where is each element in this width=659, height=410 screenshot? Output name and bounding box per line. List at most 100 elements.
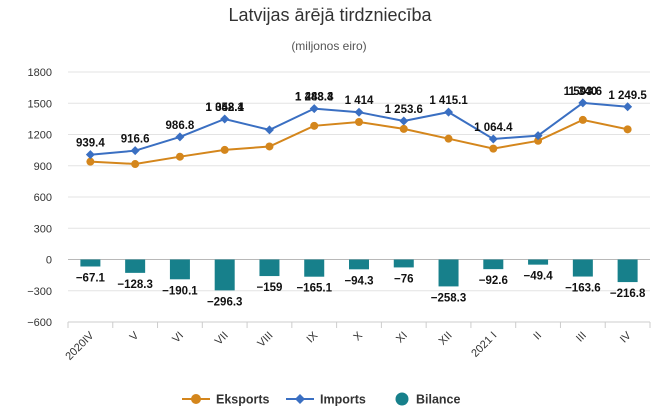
bilance-bar — [304, 259, 325, 277]
imports-label: 1 414 — [345, 95, 374, 107]
eksports-label: 986.8 — [166, 120, 195, 132]
y-tick-label: −300 — [27, 286, 52, 298]
x-tick-label: VI — [170, 330, 186, 346]
eksports-point — [131, 160, 140, 169]
imports-label: 1 448.4 — [295, 92, 334, 104]
y-tick-label: 600 — [34, 192, 52, 204]
eksports-point — [310, 121, 319, 130]
eksports-point — [623, 125, 632, 134]
x-tick-label: III — [574, 330, 589, 345]
imports-point — [85, 150, 95, 160]
bilance-label: −258.3 — [431, 292, 467, 304]
imports-point — [533, 131, 543, 141]
y-tick-label: −600 — [27, 317, 52, 329]
bilance-bar — [214, 259, 235, 291]
eksports-label: 1 249.5 — [608, 90, 647, 102]
eksports-point — [578, 115, 587, 124]
y-tick-label: 300 — [34, 223, 52, 235]
x-tick-label: VIII — [255, 330, 275, 350]
y-tick-label: 1200 — [28, 130, 52, 142]
x-tick-label: V — [128, 329, 142, 343]
chart-title: Latvijas ārējā tirdzniecība — [228, 5, 432, 25]
imports-point — [444, 107, 454, 117]
x-tick-label: 2020IV — [63, 329, 97, 363]
legend[interactable]: Eksports Imports Bilance — [182, 392, 461, 407]
bilance-label: −159 — [257, 282, 283, 294]
imports-point — [264, 125, 274, 135]
y-tick-label: 1800 — [28, 67, 52, 79]
y-tick-label: 0 — [46, 255, 52, 267]
x-tick-label: XII — [437, 330, 455, 348]
bilance-label: −92.6 — [479, 275, 508, 287]
bilance-label: −190.1 — [162, 285, 198, 297]
bilance-bar — [125, 259, 146, 273]
eksports-label: 1 052.1 — [206, 102, 245, 114]
eksports-point — [355, 118, 363, 126]
x-tick-label: 2021 I — [469, 330, 499, 360]
imports-point — [578, 98, 588, 108]
x-tick-label: IX — [305, 329, 321, 345]
x-tick-label: II — [531, 330, 544, 343]
eksports-point — [399, 124, 408, 133]
chart-subtitle: (miljonos eiro) — [291, 39, 366, 53]
eksports-point — [444, 134, 453, 143]
x-tick-label: X — [351, 329, 365, 343]
bilance-label: −163.6 — [565, 283, 601, 295]
eksports-point — [265, 142, 274, 151]
legend-label: Eksports — [216, 393, 270, 407]
legend-item-bilance[interactable]: Bilance — [395, 392, 461, 407]
bilance-label: −128.3 — [117, 279, 153, 291]
bilance-bar — [528, 259, 549, 265]
imports-point — [399, 116, 409, 126]
grid — [67, 71, 651, 328]
bilance-bars — [80, 259, 638, 291]
line-markers — [85, 98, 633, 169]
bilance-label: −216.8 — [610, 288, 646, 300]
bilance-bar — [483, 259, 504, 270]
bilance-label: −49.4 — [524, 271, 554, 283]
eksports-point — [86, 157, 95, 166]
legend-diamond-icon — [295, 394, 305, 404]
imports-point — [354, 107, 364, 117]
imports-label: 1 503.6 — [564, 86, 602, 98]
y-axis: −600 −300 0 300 600 900 1200 1500 1800 — [27, 67, 52, 329]
eksports-point — [489, 144, 498, 153]
eksports-point — [534, 136, 543, 145]
imports-point — [220, 114, 230, 124]
bilance-bar — [259, 259, 280, 277]
legend-item-eksports[interactable]: Eksports — [182, 393, 270, 407]
eksports-point — [175, 152, 184, 161]
bilance-bar — [572, 259, 593, 277]
bilance-bar — [169, 259, 190, 280]
y-tick-label: 1500 — [28, 98, 52, 110]
imports-label: 1 348.4 — [206, 102, 245, 114]
bilance-label: −296.3 — [207, 296, 243, 308]
eksports-label: 1 064.4 — [474, 122, 513, 134]
imports-label: 1 415.1 — [429, 95, 468, 107]
imports-point — [623, 102, 633, 112]
bilance-label: −165.1 — [296, 283, 332, 295]
imports-point — [130, 146, 140, 156]
legend-label: Imports — [320, 393, 366, 407]
x-tick-label: XI — [394, 330, 410, 346]
legend-circle-icon — [191, 394, 201, 404]
imports-point — [488, 134, 498, 144]
eksports-label: 1 340 — [568, 86, 597, 98]
bilance-bar — [349, 259, 369, 270]
legend-label: Bilance — [416, 393, 461, 407]
bilance-label: −76 — [394, 273, 414, 285]
data-labels: 939.4 916.6 986.8 1 052.1 1 283.3 1 253.6 1 06… — [76, 86, 648, 308]
bilance-bar — [438, 259, 459, 287]
legend-dot-icon — [395, 392, 409, 406]
eksports-point — [220, 145, 229, 154]
eksports-label: 916.6 — [121, 134, 150, 146]
y-tick-label: 900 — [34, 161, 52, 173]
x-tick-label: IV — [618, 329, 634, 345]
eksports-label: 1 253.6 — [385, 104, 423, 116]
bilance-bar — [393, 259, 414, 268]
bilance-label: −67.1 — [76, 272, 106, 284]
imports-point — [309, 104, 319, 114]
eksports-label: 1 283.3 — [295, 92, 333, 104]
legend-item-imports[interactable]: Imports — [286, 393, 366, 407]
